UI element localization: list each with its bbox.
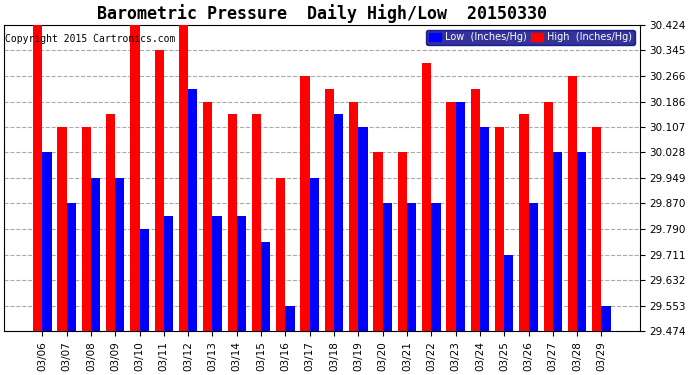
Bar: [602, 306, 611, 331]
Bar: [155, 50, 164, 331]
Bar: [577, 153, 586, 331]
Bar: [228, 114, 237, 331]
Bar: [67, 204, 76, 331]
Bar: [115, 178, 124, 331]
Title: Barometric Pressure  Daily High/Low  20150330: Barometric Pressure Daily High/Low 20150…: [97, 4, 547, 23]
Bar: [520, 114, 529, 331]
Bar: [553, 153, 562, 331]
Legend: Low  (Inches/Hg), High  (Inches/Hg): Low (Inches/Hg), High (Inches/Hg): [426, 30, 635, 45]
Bar: [164, 216, 173, 331]
Bar: [237, 216, 246, 331]
Bar: [383, 204, 392, 331]
Bar: [179, 25, 188, 331]
Bar: [373, 153, 383, 331]
Bar: [310, 178, 319, 331]
Bar: [42, 153, 52, 331]
Bar: [422, 63, 431, 331]
Bar: [480, 127, 489, 331]
Bar: [446, 102, 455, 331]
Text: Copyright 2015 Cartronics.com: Copyright 2015 Cartronics.com: [6, 34, 176, 44]
Bar: [57, 127, 67, 331]
Bar: [188, 89, 197, 331]
Bar: [33, 25, 42, 331]
Bar: [495, 127, 504, 331]
Bar: [504, 255, 513, 331]
Bar: [358, 127, 368, 331]
Bar: [529, 204, 538, 331]
Bar: [397, 153, 407, 331]
Bar: [286, 306, 295, 331]
Bar: [349, 102, 358, 331]
Bar: [213, 216, 221, 331]
Bar: [139, 229, 149, 331]
Bar: [91, 178, 100, 331]
Bar: [471, 89, 480, 331]
Bar: [334, 114, 344, 331]
Bar: [130, 0, 139, 331]
Bar: [81, 127, 91, 331]
Bar: [106, 114, 115, 331]
Bar: [455, 102, 465, 331]
Bar: [568, 76, 577, 331]
Bar: [252, 114, 261, 331]
Bar: [300, 76, 310, 331]
Bar: [325, 89, 334, 331]
Bar: [261, 242, 270, 331]
Bar: [431, 204, 440, 331]
Bar: [276, 178, 286, 331]
Bar: [544, 102, 553, 331]
Bar: [407, 204, 416, 331]
Bar: [204, 102, 213, 331]
Bar: [592, 127, 602, 331]
